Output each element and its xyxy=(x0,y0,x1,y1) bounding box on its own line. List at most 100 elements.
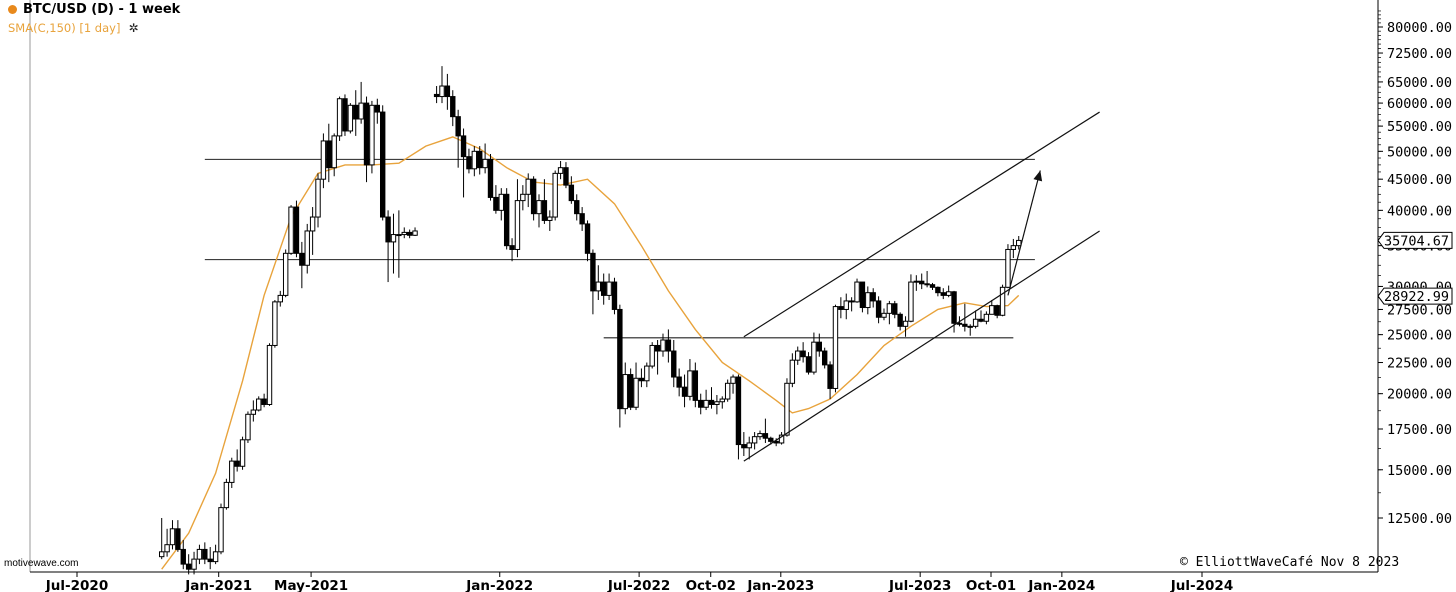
candle-body-down xyxy=(897,313,903,327)
candle xyxy=(757,430,763,440)
candle xyxy=(514,179,521,258)
candle xyxy=(1010,238,1017,259)
candle-body-down xyxy=(493,196,499,211)
candle xyxy=(789,353,796,388)
candle xyxy=(159,518,165,560)
candle xyxy=(460,128,467,198)
candle-body-down xyxy=(870,292,876,302)
candle xyxy=(342,94,348,136)
candle xyxy=(223,478,230,510)
candle xyxy=(902,316,909,337)
y-tick-label: 80000.00 xyxy=(1387,20,1452,36)
candle xyxy=(886,300,893,325)
candle-body-down xyxy=(487,158,494,198)
candle-body-up xyxy=(277,294,283,303)
candle-body-up xyxy=(714,401,720,405)
candle-body-down xyxy=(563,167,569,186)
x-tick-label: Jan-2023 xyxy=(746,578,814,592)
copyright-note: © ElliottWaveCafé Nov 8 2023 xyxy=(1180,555,1400,570)
candle-body-up xyxy=(1010,245,1017,250)
candle xyxy=(396,210,402,278)
candle xyxy=(520,185,526,211)
candle-body-up xyxy=(250,409,257,415)
candle-body-up xyxy=(347,104,354,132)
candle xyxy=(374,98,381,124)
candle-body-down xyxy=(978,318,984,322)
candle xyxy=(401,227,407,239)
candle xyxy=(924,271,930,288)
candle-body-up xyxy=(256,398,262,411)
candle-body-down xyxy=(353,104,359,120)
candle-body-up xyxy=(229,460,235,483)
candle-body-up xyxy=(369,104,375,166)
x-tick-label: Oct-02 xyxy=(686,578,736,592)
x-tick-label: Jan-2022 xyxy=(465,578,533,592)
candle xyxy=(843,293,849,320)
candle-body-up xyxy=(757,433,763,438)
candle xyxy=(633,362,639,411)
candle xyxy=(498,188,504,221)
candle xyxy=(326,123,332,183)
candle-body-down xyxy=(234,460,240,467)
candle-body-down xyxy=(848,300,855,303)
sma-line xyxy=(161,136,1020,570)
candle xyxy=(935,286,941,297)
candle xyxy=(299,241,305,289)
candle-body-up xyxy=(169,528,176,546)
gear-icon[interactable]: ✲ xyxy=(128,21,139,35)
candle-body-down xyxy=(379,111,386,218)
price-label-text: 35704.67 xyxy=(1384,233,1449,249)
candle xyxy=(288,205,294,255)
candle xyxy=(315,173,321,228)
candle xyxy=(870,288,876,308)
y-tick-label: 45000.00 xyxy=(1387,172,1452,188)
candle-body-down xyxy=(503,193,510,247)
candle xyxy=(347,103,354,134)
candle-body-down xyxy=(935,286,941,294)
candle xyxy=(908,274,914,323)
candle xyxy=(590,249,596,315)
y-tick-label: 17500.00 xyxy=(1387,422,1452,438)
candle-body-up xyxy=(288,206,294,254)
candle-body-up xyxy=(390,234,397,243)
candle xyxy=(1005,244,1011,289)
channel-line xyxy=(743,230,1100,462)
channel-line xyxy=(743,111,1100,338)
candle-body-up xyxy=(315,178,321,218)
candle xyxy=(654,340,661,375)
candle-body-down xyxy=(681,386,688,397)
y-tick-label: 50000.00 xyxy=(1387,144,1452,160)
candle xyxy=(795,346,801,365)
candle-body-down xyxy=(363,102,370,166)
candle xyxy=(821,347,828,369)
candle-body-down xyxy=(638,377,645,382)
candle xyxy=(379,105,386,221)
candle xyxy=(245,411,251,443)
candle xyxy=(547,210,553,231)
candle xyxy=(919,273,925,290)
candle-body-up xyxy=(660,339,666,352)
candle xyxy=(256,396,262,412)
candle xyxy=(530,176,537,221)
candle-body-down xyxy=(692,370,699,401)
candle-body-up xyxy=(811,341,817,373)
candle-body-down xyxy=(951,291,957,324)
candle xyxy=(406,229,413,239)
candle-body-down xyxy=(455,116,461,137)
candle xyxy=(455,109,461,168)
candle-body-down xyxy=(821,350,828,366)
indicator-label[interactable]: SMA(C,150) [1 day] xyxy=(8,21,121,35)
candle-body-down xyxy=(800,350,806,358)
candle-body-down xyxy=(374,104,381,113)
candle-body-up xyxy=(1005,248,1011,288)
candle-body-up xyxy=(751,436,758,444)
candle-body-down xyxy=(838,306,844,310)
candle xyxy=(369,100,375,174)
candle xyxy=(714,395,720,415)
candle-body-down xyxy=(541,200,548,221)
candle xyxy=(563,162,569,189)
projection-arrow-line xyxy=(1007,170,1041,296)
y-tick-label: 12500.00 xyxy=(1387,511,1452,527)
candle xyxy=(811,332,817,375)
